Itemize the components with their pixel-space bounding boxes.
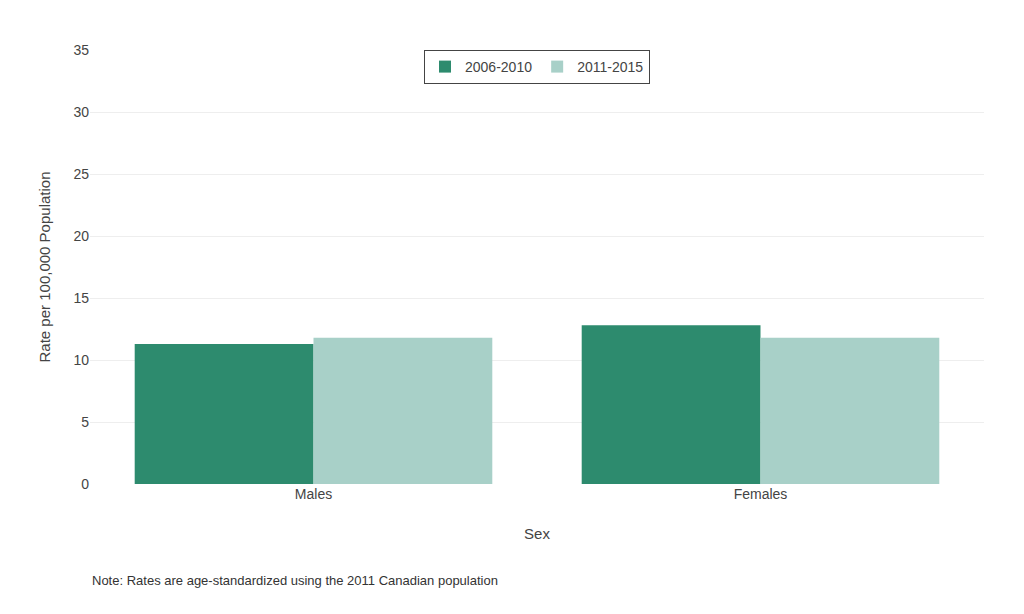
- svg-text:Note: Rates are age-standardiz: Note: Rates are age-standardized using t…: [92, 573, 498, 588]
- svg-text:0: 0: [81, 476, 89, 492]
- svg-text:2006-2010: 2006-2010: [465, 59, 532, 75]
- svg-text:25: 25: [73, 166, 89, 182]
- svg-text:5: 5: [81, 414, 89, 430]
- svg-text:2011-2015: 2011-2015: [577, 59, 643, 75]
- svg-text:Females: Females: [734, 486, 788, 502]
- svg-text:20: 20: [73, 228, 89, 244]
- svg-text:Rate per 100,000 Population: Rate per 100,000 Population: [36, 172, 53, 363]
- svg-text:30: 30: [73, 104, 89, 120]
- svg-text:15: 15: [73, 290, 89, 306]
- svg-text:Sex: Sex: [524, 525, 550, 542]
- svg-text:35: 35: [73, 42, 89, 58]
- svg-text:10: 10: [73, 352, 89, 368]
- svg-text:Males: Males: [295, 486, 332, 502]
